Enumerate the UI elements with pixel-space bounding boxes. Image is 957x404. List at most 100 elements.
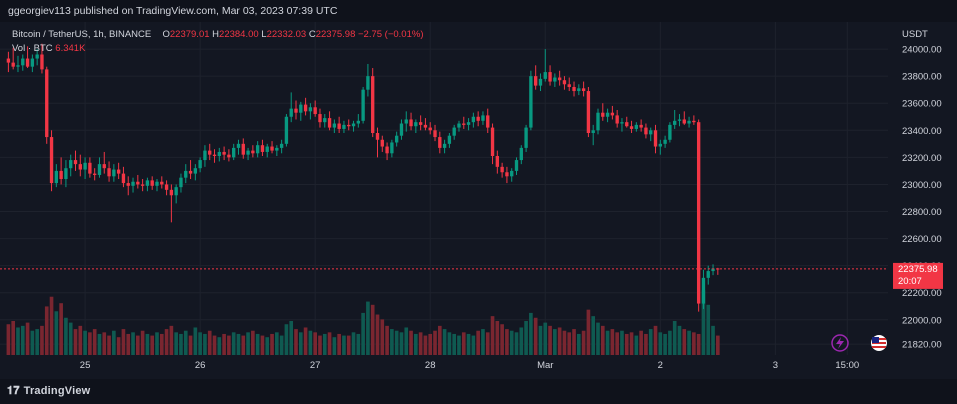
volume-bar <box>562 330 567 355</box>
candle-body <box>260 145 265 152</box>
candle-body <box>668 124 672 140</box>
price-axis[interactable]: 21820.0022000.0022200.0022400.0022600.00… <box>902 45 942 351</box>
candle-body <box>385 146 389 154</box>
candle-body <box>629 126 634 129</box>
candle-body <box>145 180 150 186</box>
publisher-bar: ggeorgiev113 published on TradingView.co… <box>0 0 957 22</box>
candle-body <box>284 116 289 144</box>
candle-body <box>366 76 370 90</box>
volume-bar <box>706 304 711 355</box>
y-tick-label: 23600.00 <box>902 99 942 110</box>
volume-bar <box>557 327 562 355</box>
y-tick-label: 23800.00 <box>902 72 942 83</box>
candle-body <box>155 181 159 186</box>
volume-bar <box>553 329 557 355</box>
candlestick-chart[interactable]: 21820.0022000.0022200.0022400.0022600.00… <box>0 22 957 379</box>
close-value: 22375.98 <box>315 29 356 40</box>
x-tick-label: 27 <box>310 360 321 371</box>
volume-bar <box>351 332 356 355</box>
volume-bar <box>59 303 63 355</box>
open-label: O <box>162 29 170 40</box>
volume-bar <box>639 330 643 355</box>
volume-bar <box>576 333 581 355</box>
x-tick-label: 15:00 <box>835 360 859 371</box>
candle-body <box>289 108 293 117</box>
volume-bar <box>303 327 308 355</box>
candle-body <box>107 168 111 177</box>
footer-bar: 𝟏𝟕 TradingView <box>0 379 957 404</box>
candle-body <box>682 119 686 124</box>
volume-bar <box>370 304 375 355</box>
candle-body <box>323 118 327 123</box>
volume-bar <box>586 309 591 355</box>
volume-bar <box>20 325 25 355</box>
volume-bar <box>394 330 399 355</box>
time-axis[interactable]: 25 26 27 28 Mar 2 3 15:00 <box>80 360 859 371</box>
candle-body <box>222 151 226 155</box>
volume-bar <box>164 329 169 355</box>
volume-bar <box>581 330 586 355</box>
candle-body <box>35 54 39 59</box>
volume-label: Vol · BTC <box>12 43 53 54</box>
lightning-icon[interactable] <box>831 334 849 352</box>
volume-bar <box>548 325 552 355</box>
volume-bar <box>64 317 68 355</box>
volume-bar <box>677 325 682 355</box>
volume-legend: Vol · BTC 6.341K <box>12 43 85 54</box>
candle-body <box>327 118 332 128</box>
volume-bar <box>605 330 610 355</box>
volume-bar <box>433 330 437 355</box>
volume-bar <box>203 333 207 355</box>
volume-bar <box>682 329 687 355</box>
candle-body <box>270 146 274 151</box>
candle-body <box>337 123 341 129</box>
candle-body <box>414 122 418 127</box>
tradingview-icon: 𝟏𝟕 <box>7 385 20 397</box>
flag-icon[interactable] <box>871 335 887 351</box>
y-tick-label: 22000.00 <box>902 315 942 326</box>
candle-body <box>265 146 269 152</box>
volume-bar <box>687 330 691 355</box>
volume-bar <box>610 329 615 355</box>
candle-body <box>140 184 145 186</box>
y-tick-label: 22600.00 <box>902 234 942 245</box>
volume-bar <box>179 333 183 355</box>
candle-body <box>198 160 202 169</box>
candle-body <box>279 143 284 148</box>
candle-body <box>510 170 514 177</box>
volume-bar <box>255 333 260 355</box>
candle-body <box>399 123 404 136</box>
volume-bar <box>260 335 265 355</box>
x-tick-label: 26 <box>195 360 206 371</box>
close-label: C <box>308 29 316 40</box>
candle-body <box>409 119 413 127</box>
volume-bar <box>107 335 111 355</box>
volume-bar <box>591 316 596 355</box>
volume-bar <box>54 311 59 355</box>
volume-bar <box>337 333 341 355</box>
candle-body <box>634 124 639 129</box>
volume-bar <box>366 301 370 355</box>
candle-body <box>97 164 102 175</box>
volume-bar <box>294 329 298 355</box>
volume-bar <box>16 327 20 355</box>
volume-bar <box>600 325 605 355</box>
tradingview-logo[interactable]: 𝟏𝟕 TradingView <box>7 385 90 398</box>
candle-body <box>495 156 500 167</box>
volume-bar <box>289 321 294 355</box>
candle-body <box>126 183 130 186</box>
volume-bars <box>6 290 720 355</box>
volume-bar <box>231 332 236 355</box>
currency-label: USDT <box>902 29 928 40</box>
candle-body <box>442 143 447 148</box>
candle-body <box>246 150 250 155</box>
candle-body <box>447 135 452 144</box>
candle-body <box>59 170 63 180</box>
candle-body <box>543 72 547 79</box>
volume-bar <box>485 332 490 355</box>
volume-bar <box>135 335 140 355</box>
volume-bar <box>313 332 318 355</box>
candle-body <box>490 127 495 157</box>
candle-body <box>591 130 595 133</box>
candle-body <box>586 91 591 133</box>
